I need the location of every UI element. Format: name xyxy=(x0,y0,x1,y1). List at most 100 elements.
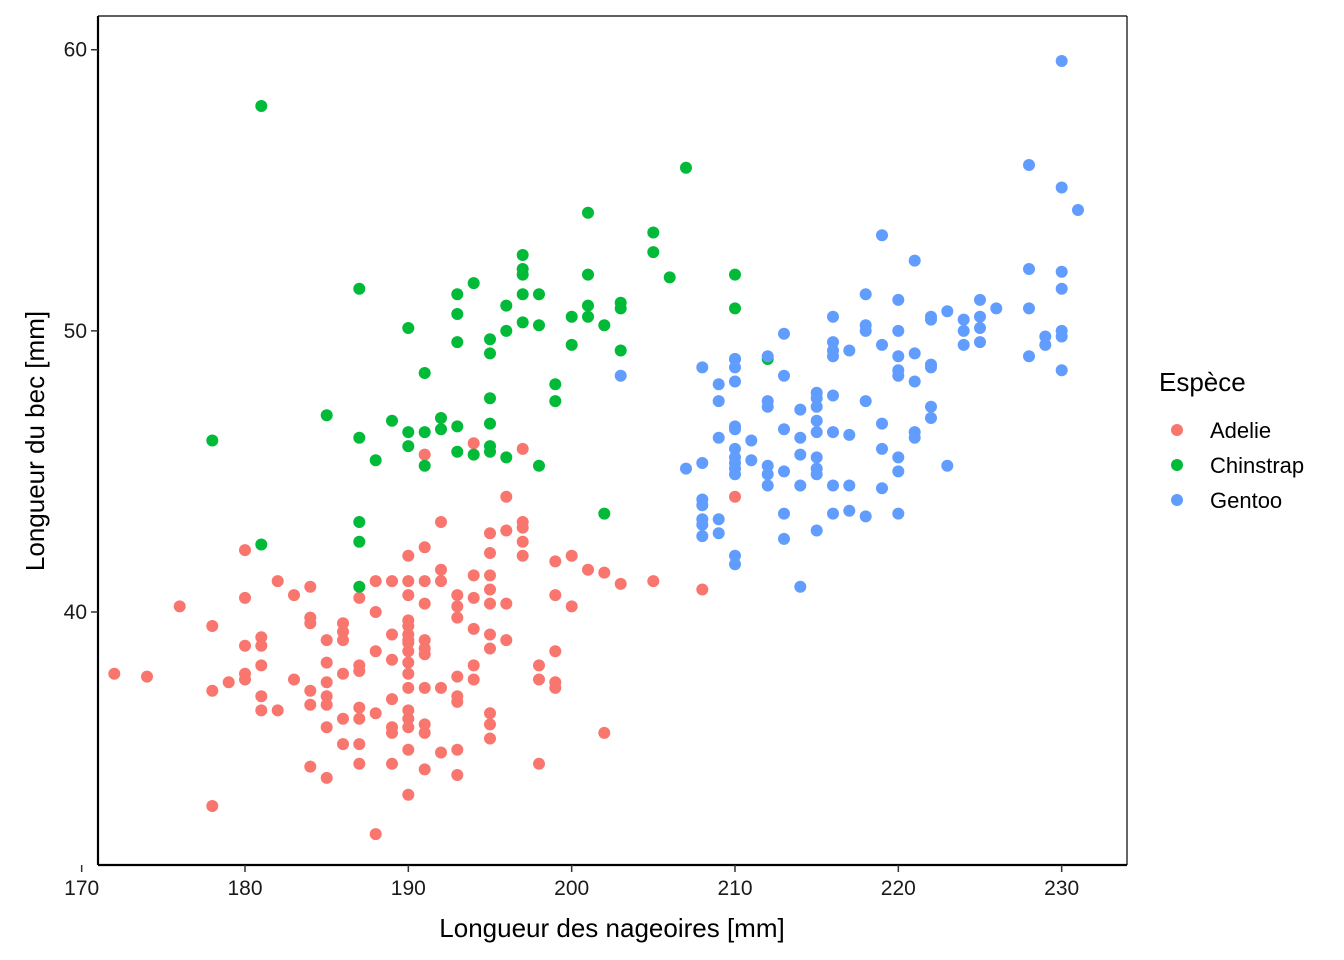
data-point-chinstrap xyxy=(549,395,562,408)
data-point-adelie xyxy=(255,631,268,644)
data-point-chinstrap xyxy=(516,316,529,329)
data-point-adelie xyxy=(271,704,284,717)
data-point-gentoo xyxy=(1023,159,1035,171)
data-point-gentoo xyxy=(876,482,888,495)
data-point-chinstrap xyxy=(206,434,219,447)
data-point-adelie xyxy=(320,656,333,669)
data-point-gentoo xyxy=(925,361,937,374)
data-point-adelie xyxy=(418,681,431,694)
data-point-adelie xyxy=(402,743,415,756)
legend: Adelie Chinstrap Gentoo xyxy=(1171,418,1304,513)
data-point-gentoo xyxy=(745,434,758,447)
data-point-adelie xyxy=(288,589,300,602)
data-point-gentoo xyxy=(859,288,872,301)
data-point-gentoo xyxy=(827,479,839,492)
data-point-adelie xyxy=(353,738,366,751)
x-tick-label: 220 xyxy=(881,877,916,900)
y-axis-title: Longueur du bec [mm] xyxy=(20,311,50,571)
data-point-gentoo xyxy=(810,400,823,413)
data-point-adelie xyxy=(271,575,284,588)
data-point-adelie xyxy=(418,541,431,554)
data-point-chinstrap xyxy=(516,249,529,261)
data-point-adelie xyxy=(565,549,578,562)
data-point-gentoo xyxy=(761,350,774,363)
data-point-chinstrap xyxy=(435,412,447,424)
data-point-adelie xyxy=(418,648,431,661)
data-point-chinstrap xyxy=(353,535,366,548)
data-point-adelie xyxy=(304,760,317,773)
data-point-gentoo xyxy=(696,457,709,469)
data-point-adelie xyxy=(239,544,251,557)
data-point-gentoo xyxy=(778,423,790,436)
data-point-adelie xyxy=(451,769,464,781)
data-point-adelie xyxy=(402,589,415,602)
x-tick-label: 170 xyxy=(64,877,99,900)
data-point-adelie xyxy=(533,659,545,672)
data-point-chinstrap xyxy=(353,282,366,295)
data-point-gentoo xyxy=(794,431,807,444)
data-point-gentoo xyxy=(696,518,709,531)
data-point-chinstrap xyxy=(255,538,268,551)
data-point-gentoo xyxy=(712,527,725,540)
data-point-chinstrap xyxy=(353,580,366,593)
data-point-gentoo xyxy=(827,389,839,402)
data-point-gentoo xyxy=(712,513,725,526)
data-point-gentoo xyxy=(729,423,741,436)
data-point-gentoo xyxy=(843,504,856,517)
data-point-gentoo xyxy=(843,479,856,492)
data-point-gentoo xyxy=(794,403,807,416)
data-point-gentoo xyxy=(810,414,823,427)
data-point-adelie xyxy=(484,547,496,559)
data-point-adelie xyxy=(402,636,415,649)
data-point-adelie xyxy=(320,676,333,689)
x-tick-label: 180 xyxy=(227,877,262,900)
data-point-adelie xyxy=(484,642,496,655)
data-point-chinstrap xyxy=(451,288,464,301)
data-point-adelie xyxy=(337,617,349,630)
data-point-adelie xyxy=(549,645,562,658)
data-point-adelie xyxy=(467,569,480,582)
data-point-gentoo xyxy=(778,369,790,382)
data-point-chinstrap xyxy=(647,246,660,259)
data-point-adelie xyxy=(435,575,447,588)
data-point-gentoo xyxy=(729,353,741,365)
data-point-chinstrap xyxy=(663,271,676,284)
data-point-gentoo xyxy=(957,313,970,326)
data-point-gentoo xyxy=(827,426,839,439)
data-point-gentoo xyxy=(810,426,823,439)
data-point-chinstrap xyxy=(680,161,692,174)
data-point-adelie xyxy=(500,524,513,537)
data-point-adelie xyxy=(206,800,219,812)
data-point-chinstrap xyxy=(402,440,415,453)
data-point-gentoo xyxy=(859,510,872,523)
data-point-gentoo xyxy=(712,378,725,391)
data-point-gentoo xyxy=(974,322,986,334)
data-point-adelie xyxy=(222,676,235,689)
legend-key-adelie xyxy=(1171,424,1183,436)
data-point-gentoo xyxy=(745,454,758,467)
data-point-chinstrap xyxy=(467,448,480,461)
x-tick-label: 230 xyxy=(1044,877,1079,900)
x-tick-label: 210 xyxy=(717,877,752,900)
data-point-adelie xyxy=(402,712,415,725)
data-point-adelie xyxy=(239,591,251,604)
y-tick-label: 50 xyxy=(64,320,87,343)
data-point-adelie xyxy=(255,639,268,652)
data-point-gentoo xyxy=(941,305,954,318)
data-point-adelie xyxy=(516,549,529,562)
data-point-gentoo xyxy=(696,530,709,543)
data-point-adelie xyxy=(451,670,464,683)
data-point-chinstrap xyxy=(451,336,464,349)
data-point-chinstrap xyxy=(614,302,627,315)
data-point-chinstrap xyxy=(402,426,415,439)
data-point-gentoo xyxy=(908,375,921,388)
data-point-adelie xyxy=(402,620,415,632)
data-point-gentoo xyxy=(778,327,790,340)
data-point-adelie xyxy=(467,659,480,672)
y-tick-label: 40 xyxy=(64,601,87,624)
data-point-gentoo xyxy=(778,507,790,520)
y-tick-label: 60 xyxy=(64,39,87,62)
x-axis-title: Longueur des nageoires [mm] xyxy=(439,913,784,943)
data-point-gentoo xyxy=(712,431,725,444)
